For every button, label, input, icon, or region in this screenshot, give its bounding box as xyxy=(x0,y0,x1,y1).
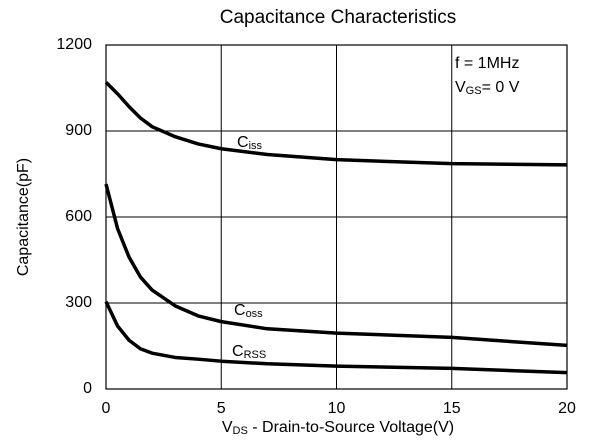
annotation: VGS= 0 V xyxy=(455,79,520,97)
annotation: f = 1MHz xyxy=(455,55,519,72)
x-tick-label: 15 xyxy=(443,400,461,417)
series-label: Ciss xyxy=(237,134,263,152)
text-part: = 0 V xyxy=(482,79,520,96)
text-part: V xyxy=(222,419,233,436)
series-label: Coss xyxy=(234,302,263,320)
y-tick-label: 600 xyxy=(65,208,92,225)
series-line xyxy=(104,183,568,348)
y-tick-label: 0 xyxy=(83,380,92,397)
x-tick-label: 0 xyxy=(102,400,111,417)
y-tick-label: 1200 xyxy=(56,36,92,53)
subscript: DS xyxy=(233,425,248,437)
x-tick-label: 20 xyxy=(558,400,576,417)
series-label: CRSS xyxy=(232,343,266,361)
text-part: - Drain-to-Source Voltage(V) xyxy=(248,419,454,436)
series-line xyxy=(104,300,568,375)
subscript: GS xyxy=(466,85,482,97)
x-tick-label: 10 xyxy=(328,400,346,417)
y-axis-label: Capacitance(pF) xyxy=(15,158,32,276)
x-tick-label: 5 xyxy=(217,400,226,417)
text-part: f = 1MHz xyxy=(455,55,519,72)
chart-title: Capacitance Characteristics xyxy=(220,7,457,28)
y-tick-label: 900 xyxy=(65,122,92,139)
series-line xyxy=(104,81,568,167)
text-part: V xyxy=(455,79,466,96)
y-tick-label: 300 xyxy=(65,294,92,311)
x-axis-label: VDS - Drain-to-Source Voltage(V) xyxy=(222,419,454,437)
plot-frame xyxy=(105,44,568,390)
